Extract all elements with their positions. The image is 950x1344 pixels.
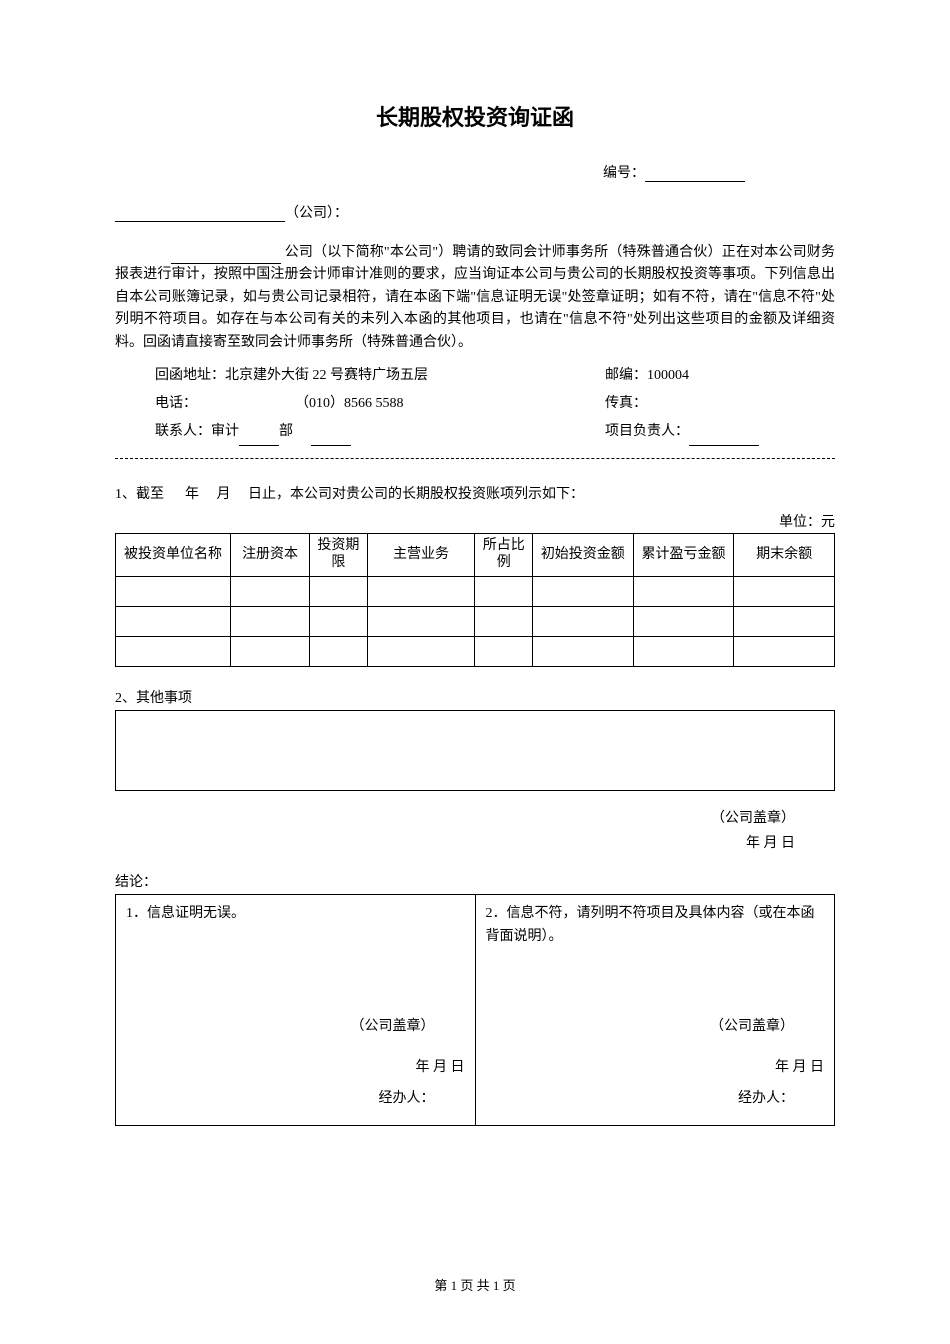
table-row: [116, 576, 835, 606]
th-2: 投资期限: [310, 534, 368, 577]
pm-blank: [689, 430, 759, 446]
company-line: （公司）：: [115, 202, 835, 222]
ref-label: 编号：: [603, 166, 645, 181]
th-6: 累计盈亏金额: [633, 534, 734, 577]
s1-day: 日止，本公司对贵公司的长期股权投资账项列示如下：: [248, 487, 584, 502]
conclusion-cell-1: 1．信息证明无误。 （公司盖章） 年 月 日 经办人：: [116, 895, 476, 1125]
body-paragraph: 公司（以下简称"本公司"）聘请的致同会计师事务所（特殊普通合伙）正在对本公司财务…: [115, 242, 835, 354]
investment-table: 被投资单位名称 注册资本 投资期限 主营业务 所占比例 初始投资金额 累计盈亏金…: [115, 533, 835, 667]
conclusion2-title: 2．信息不符，请列明不符项目及具体内容（或在本函背面说明）。: [486, 903, 825, 948]
conclusion1-handler: 经办人：: [126, 1084, 465, 1115]
conclusion1-bottom: （公司盖章） 年 月 日 经办人：: [126, 1012, 465, 1114]
company-inline-blank: [171, 248, 281, 264]
ref-blank: [645, 166, 745, 182]
th-5: 初始投资金额: [532, 534, 633, 577]
conclusion2-date: 年 月 日: [486, 1053, 825, 1084]
postcode: 100004: [647, 368, 689, 383]
company-stamp-line: （公司盖章）: [115, 806, 835, 831]
conclusion1-stamp: （公司盖章）: [126, 1012, 465, 1043]
postcode-label: 邮编：: [605, 368, 647, 383]
return-addr-label: 回函地址：: [155, 368, 225, 383]
contact-block: 回函地址：北京建外大街 22 号赛特广场五层 邮编：100004 电话： （010…: [115, 362, 835, 446]
phone: （010）8566 5588: [295, 396, 404, 411]
th-3: 主营业务: [367, 534, 475, 577]
contact-row-contact: 联系人：审计 部 项目负责人：: [155, 418, 835, 446]
conclusion2-bottom: （公司盖章） 年 月 日 经办人：: [486, 1012, 825, 1114]
section2-line: 2、其他事项: [115, 687, 835, 711]
contact-label: 联系人：: [155, 424, 211, 439]
page-footer: 第 1 页 共 1 页: [0, 1275, 950, 1294]
th-7: 期末余额: [734, 534, 835, 577]
th-1: 注册资本: [231, 534, 310, 577]
document-title: 长期股权投资询证函: [115, 100, 835, 132]
company-suffix: （公司）：: [285, 206, 348, 221]
table-row: [116, 606, 835, 636]
pm-label: 项目负责人：: [605, 424, 689, 439]
dept-suffix: 部: [279, 424, 293, 439]
table-header-row: 被投资单位名称 注册资本 投资期限 主营业务 所占比例 初始投资金额 累计盈亏金…: [116, 534, 835, 577]
dashed-divider: [115, 458, 835, 459]
contact-blank2: [311, 430, 351, 446]
conclusion2-stamp: （公司盖章）: [486, 1012, 825, 1043]
s1-year: 年: [185, 487, 199, 502]
section1-line: 1、截至 年 月 日止，本公司对贵公司的长期股权投资账项列示如下：: [115, 484, 835, 506]
conclusion1-title: 1．信息证明无误。: [126, 903, 465, 925]
dept-prefix: 审计: [211, 424, 239, 439]
contact-row-addr: 回函地址：北京建外大街 22 号赛特广场五层 邮编：100004: [155, 362, 835, 390]
s1-prefix: 1、截至: [115, 487, 164, 502]
th-4: 所占比例: [475, 534, 533, 577]
conclusion-table: 1．信息证明无误。 （公司盖章） 年 月 日 经办人： 2．信息不符，请列明不符…: [115, 895, 835, 1126]
return-addr: 北京建外大街 22 号赛特广场五层: [225, 368, 428, 383]
dept-blank: [239, 430, 279, 446]
conclusion-cell-2: 2．信息不符，请列明不符项目及具体内容（或在本函背面说明）。 （公司盖章） 年 …: [475, 895, 835, 1125]
date-line: 年 月 日: [115, 831, 835, 856]
table-row: [116, 636, 835, 666]
conclusion1-date: 年 月 日: [126, 1053, 465, 1084]
unit-line: 单位：元: [115, 511, 835, 531]
th-0: 被投资单位名称: [116, 534, 231, 577]
phone-label: 电话：: [155, 396, 197, 411]
fax-label: 传真：: [605, 396, 647, 411]
contact-row-phone: 电话： （010）8566 5588 传真：: [155, 390, 835, 418]
conclusion2-handler: 经办人：: [486, 1084, 825, 1115]
s1-month: 月: [217, 487, 231, 502]
other-matters-box: [115, 711, 835, 791]
reference-line: 编号：: [115, 162, 835, 182]
company-blank: [115, 206, 285, 222]
conclusion-label: 结论：: [115, 871, 835, 895]
